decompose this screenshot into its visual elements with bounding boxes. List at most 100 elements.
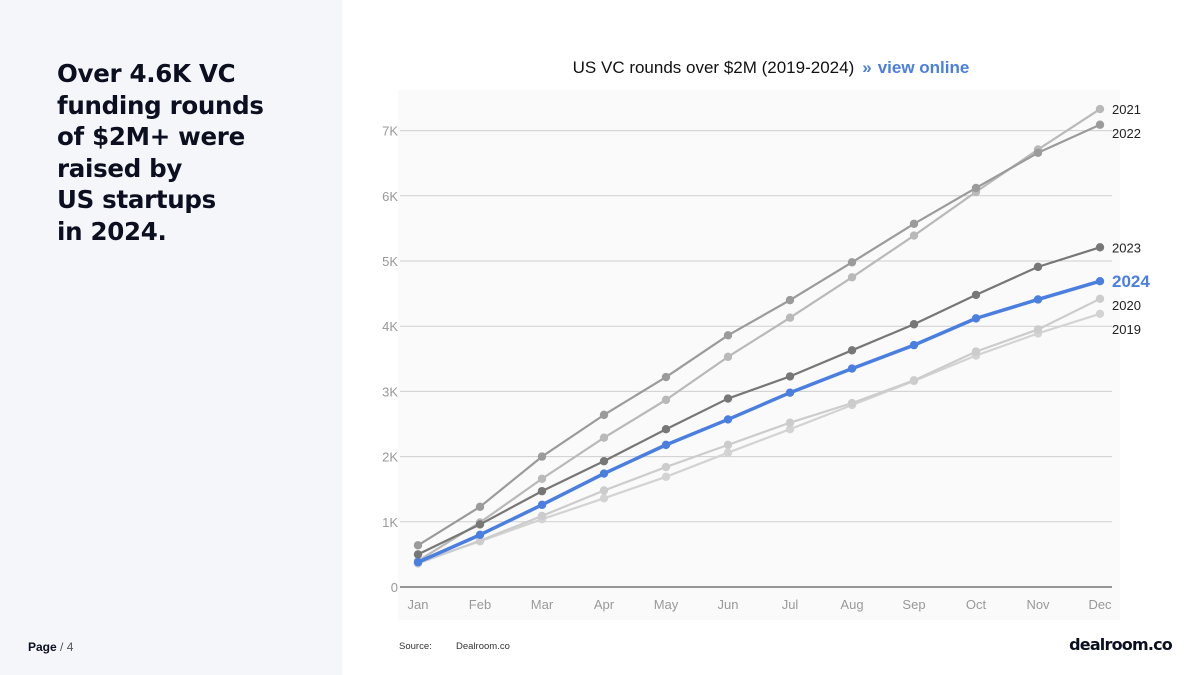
source-value: Dealroom.co: [456, 641, 510, 652]
series-line-2021: [417, 108, 1101, 562]
page-label: Page: [28, 640, 57, 654]
series-label-2021: 2021: [1112, 102, 1141, 117]
data-point-2022: [785, 295, 795, 305]
data-point-2021: [723, 352, 733, 362]
data-point-2023: [785, 372, 795, 381]
data-point-2023: [1033, 262, 1043, 272]
series-line-2023: [417, 246, 1101, 556]
data-point-2021: [537, 474, 547, 483]
data-point-2022: [661, 372, 671, 382]
data-point-2022: [847, 258, 857, 267]
series-line-2024: [417, 279, 1101, 564]
y-tick-label: 2K: [382, 450, 398, 465]
data-point-2022: [599, 410, 609, 420]
data-point-2024: [1033, 295, 1043, 304]
data-point-2024: [537, 500, 547, 510]
y-tick-label: 7K: [382, 124, 398, 139]
page-number: / 4: [60, 640, 74, 654]
data-point-2023: [661, 425, 671, 434]
x-tick-label: Mar: [531, 597, 554, 612]
data-point-2020: [1033, 325, 1043, 334]
data-point-2023: [723, 394, 733, 403]
x-tick-label: May: [654, 597, 679, 612]
series-line-2020: [417, 297, 1101, 565]
y-tick-label: 4K: [382, 319, 398, 334]
series-label-2020: 2020: [1112, 298, 1141, 313]
data-point-2023: [1095, 243, 1105, 252]
chart-title-text: US VC rounds over $2M (2019-2024): [572, 58, 855, 77]
data-point-2019: [785, 425, 795, 434]
data-point-2023: [909, 320, 919, 329]
dealroom-logo: dealroom.co: [1069, 635, 1173, 654]
data-point-2024: [661, 440, 671, 450]
data-point-2019: [661, 472, 671, 482]
data-point-2021: [661, 395, 671, 405]
x-tick-label: Aug: [840, 597, 863, 612]
page-indicator: Page / 4: [28, 640, 73, 654]
line-chart: 0 1K 2K 3K 4K 5K 6K 7K Jan Feb Mar Apr May Jun Jul Aug S…: [382, 90, 1150, 620]
x-tick-label: Dec: [1088, 597, 1112, 612]
x-tick-label: Jul: [782, 597, 799, 612]
y-tick-label: 1K: [382, 515, 398, 530]
data-point-2024: [475, 530, 485, 540]
data-point-2020: [661, 462, 671, 472]
data-point-2020: [971, 347, 981, 356]
data-point-2020: [537, 511, 547, 521]
data-point-2021: [1095, 104, 1105, 114]
data-point-2020: [475, 536, 485, 545]
data-point-2023: [537, 486, 547, 496]
chart-title: US VC rounds over $2M (2019-2024) » view o…: [342, 58, 1200, 78]
data-point-2023: [475, 520, 485, 529]
data-point-2023: [599, 456, 609, 466]
x-tick-label: Jun: [718, 597, 739, 612]
series-label-2024: 2024: [1112, 272, 1150, 291]
data-point-2022: [1095, 120, 1105, 129]
y-tick-label: 3K: [382, 384, 398, 399]
x-tick-label: Nov: [1026, 597, 1050, 612]
data-point-2024: [847, 364, 857, 373]
data-point-2020: [909, 376, 919, 385]
data-point-2021: [785, 313, 795, 322]
x-tick-label: Jan: [408, 597, 429, 612]
data-point-2022: [537, 452, 547, 461]
y-tick-label: 6K: [382, 189, 398, 204]
data-point-2023: [847, 346, 857, 355]
data-point-2020: [847, 398, 857, 408]
double-chevron-right-icon: »: [862, 58, 872, 77]
data-point-2020: [723, 440, 733, 450]
data-point-2019: [1095, 309, 1105, 319]
data-point-2022: [413, 541, 423, 550]
x-tick-label: Oct: [966, 597, 987, 612]
data-point-2019: [723, 448, 733, 457]
data-point-2022: [723, 331, 733, 340]
data-point-2024: [971, 314, 981, 323]
x-tick-label: Apr: [594, 597, 615, 612]
data-point-2024: [785, 388, 795, 397]
data-point-2024: [413, 558, 423, 567]
data-point-2022: [1033, 148, 1043, 157]
y-tick-label: 0: [391, 580, 398, 595]
data-point-2021: [599, 433, 609, 442]
data-point-2022: [475, 502, 485, 512]
data-point-2024: [1095, 277, 1105, 286]
plot-background: [398, 90, 1120, 620]
data-point-2021: [909, 231, 919, 240]
data-point-2020: [599, 486, 609, 495]
series-label-2019: 2019: [1112, 322, 1141, 337]
series-label-2022: 2022: [1112, 126, 1141, 141]
data-point-2024: [909, 340, 919, 350]
source-label: Source:: [399, 641, 432, 652]
x-tick-label: Sep: [902, 597, 925, 612]
series-label-2023: 2023: [1112, 240, 1141, 255]
series-line-2019: [417, 312, 1101, 564]
data-point-2021: [847, 273, 857, 282]
data-point-2022: [909, 219, 919, 229]
left-panel: Over 4.6K VC funding rounds of $2M+ were…: [0, 0, 342, 675]
x-tick-label: Feb: [469, 597, 491, 612]
headline: Over 4.6K VC funding rounds of $2M+ were…: [57, 59, 264, 246]
data-point-2024: [723, 415, 733, 424]
data-point-2023: [413, 550, 423, 559]
data-point-2022: [971, 183, 981, 193]
series-line-2022: [417, 123, 1101, 547]
view-online-link[interactable]: view online: [877, 58, 970, 77]
